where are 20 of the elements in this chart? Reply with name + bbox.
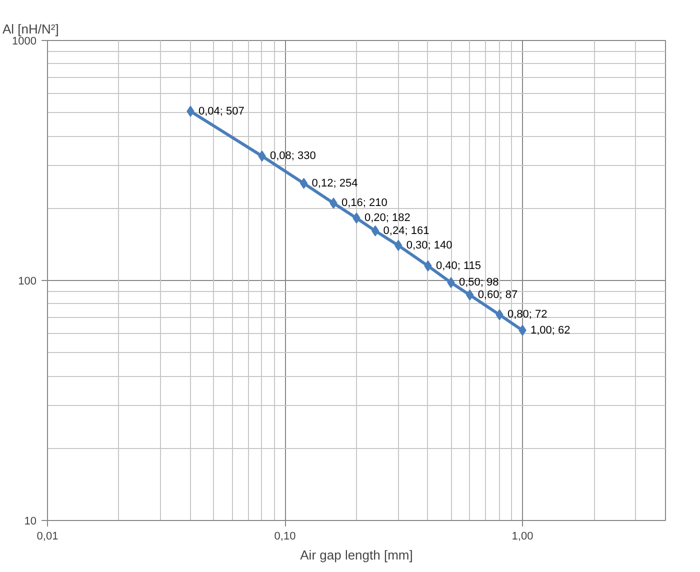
y-tick-label: 10 [24,516,37,528]
data-label: 0,04; 507 [198,105,244,118]
data-label: 0,20; 182 [364,212,410,224]
data-label: 1,00; 62 [530,324,570,336]
data-label: 0,40; 115 [436,260,482,272]
data-label: 0,24; 161 [383,224,430,237]
x-axis-title: Air gap length [mm] [300,548,413,562]
data-label: 0,30; 140 [406,239,452,252]
y-tick-label: 100 [18,276,37,288]
data-label: 0,50; 98 [459,276,499,289]
x-tick-label: 0,01 [36,530,58,542]
x-tick-label: 0,10 [274,530,296,542]
data-label: 0,16; 210 [341,197,388,210]
y-axis-title: Al [nH/N²] [2,22,59,36]
y-tick-label: 1000 [12,36,37,48]
data-label: 0,60; 87 [478,289,518,302]
data-label: 0,08; 330 [270,150,316,162]
data-label: 0,80; 72 [507,308,548,321]
data-label: 0,12; 254 [312,177,358,190]
x-tick-label: 1,00 [512,530,534,542]
